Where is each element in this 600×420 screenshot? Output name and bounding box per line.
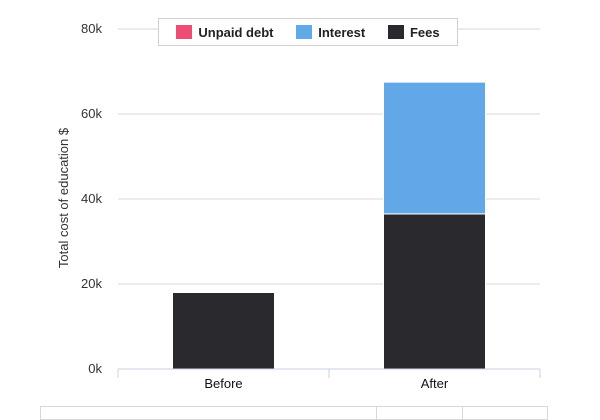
legend-label: Interest bbox=[318, 24, 366, 40]
y-tick-label: 80k bbox=[81, 21, 102, 36]
y-axis-ticks: 0k 20k 40k 60k 80k bbox=[81, 21, 102, 376]
x-tick-label: Before bbox=[204, 376, 242, 391]
legend-label: Unpaid debt bbox=[198, 24, 274, 40]
legend: Unpaid debt Interest Fees bbox=[158, 18, 458, 46]
y-axis-label: Total cost of education $ bbox=[56, 127, 71, 268]
legend-item[interactable]: Interest bbox=[296, 25, 365, 40]
x-tick-label: After bbox=[421, 376, 449, 391]
bar-fees-after bbox=[383, 213, 486, 370]
legend-item[interactable]: Fees bbox=[387, 24, 440, 40]
footer-divider bbox=[376, 406, 377, 420]
legend-swatch bbox=[387, 25, 404, 39]
x-axis-categories: Before After bbox=[204, 376, 449, 391]
bar-interest-after bbox=[383, 81, 486, 215]
bar-fees-before bbox=[172, 292, 275, 370]
legend-label: Fees bbox=[409, 24, 440, 40]
legend-swatch bbox=[176, 25, 193, 39]
bars bbox=[172, 81, 486, 370]
y-tick-label: 20k bbox=[81, 276, 102, 291]
legend-swatch bbox=[296, 25, 313, 39]
y-tick-label: 40k bbox=[81, 191, 102, 206]
legend-item[interactable]: Unpaid debt bbox=[176, 25, 273, 40]
footer-divider bbox=[462, 406, 463, 420]
y-tick-label: 0k bbox=[88, 361, 102, 376]
y-tick-label: 60k bbox=[81, 106, 102, 121]
x-axis bbox=[117, 368, 541, 378]
